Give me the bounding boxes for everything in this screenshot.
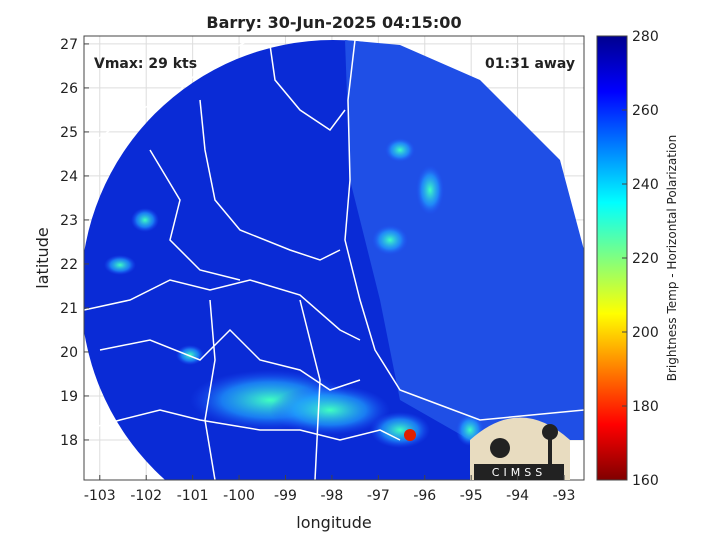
logo-text: CIMSS bbox=[492, 466, 546, 479]
title: Barry: 30-Jun-2025 04:15:00 bbox=[206, 13, 461, 32]
colorbar-tick-label: 220 bbox=[632, 251, 659, 267]
y-axis-label: latitude bbox=[33, 227, 52, 288]
annotation: 01:31 away bbox=[485, 56, 575, 72]
rain-band bbox=[385, 138, 415, 162]
colorbar-tick-label: 280 bbox=[632, 29, 659, 45]
y-tick-label: 24 bbox=[60, 169, 78, 185]
colorbar-tick-label: 240 bbox=[632, 177, 659, 193]
rain-band bbox=[104, 255, 136, 275]
rain-band bbox=[416, 165, 444, 215]
colorbar-tick-label: 260 bbox=[632, 103, 659, 119]
y-tick-label: 23 bbox=[60, 213, 78, 229]
hot-spot bbox=[404, 429, 416, 441]
colorbar-tick-label: 180 bbox=[632, 399, 659, 415]
y-tick-label: 18 bbox=[60, 433, 78, 449]
plot-frame bbox=[83, 35, 585, 481]
y-tick-label: 20 bbox=[60, 345, 78, 361]
logo: CIMSS bbox=[470, 417, 570, 480]
swath bbox=[84, 39, 584, 480]
x-tick-label: -101 bbox=[177, 488, 209, 504]
y-tick-label: 26 bbox=[60, 81, 78, 97]
rain-band bbox=[270, 385, 390, 435]
y-tick-label: 19 bbox=[60, 389, 78, 405]
x-tick-label: -102 bbox=[130, 488, 162, 504]
y-tick-label: 25 bbox=[60, 125, 78, 141]
x-tick-label: -100 bbox=[223, 488, 255, 504]
colorbar-label: Brightness Temp - Horizontal Polarizatio… bbox=[665, 135, 679, 382]
x-tick-label: -103 bbox=[84, 488, 116, 504]
x-tick-label: -93 bbox=[553, 488, 576, 504]
x-axis-label: longitude bbox=[296, 513, 371, 532]
x-tick-label: -95 bbox=[460, 488, 483, 504]
borders bbox=[84, 39, 584, 480]
x-tick-label: -98 bbox=[320, 488, 343, 504]
y-tick-label: 22 bbox=[60, 257, 78, 273]
annotation: Vmax: 29 kts bbox=[94, 56, 197, 72]
x-tick-label: -94 bbox=[506, 488, 529, 504]
x-tick-label: -99 bbox=[274, 488, 297, 504]
rain-band bbox=[372, 225, 408, 255]
rain-band bbox=[131, 208, 159, 232]
colorbar-tick-label: 160 bbox=[632, 473, 659, 489]
rain-band bbox=[176, 345, 204, 365]
colorbar-tick-label: 200 bbox=[632, 325, 659, 341]
y-tick-label: 27 bbox=[60, 37, 78, 53]
y-tick-label: 21 bbox=[60, 301, 78, 317]
rain-band bbox=[370, 412, 430, 448]
x-tick-label: -96 bbox=[413, 488, 436, 504]
x-tick-label: -97 bbox=[367, 488, 390, 504]
